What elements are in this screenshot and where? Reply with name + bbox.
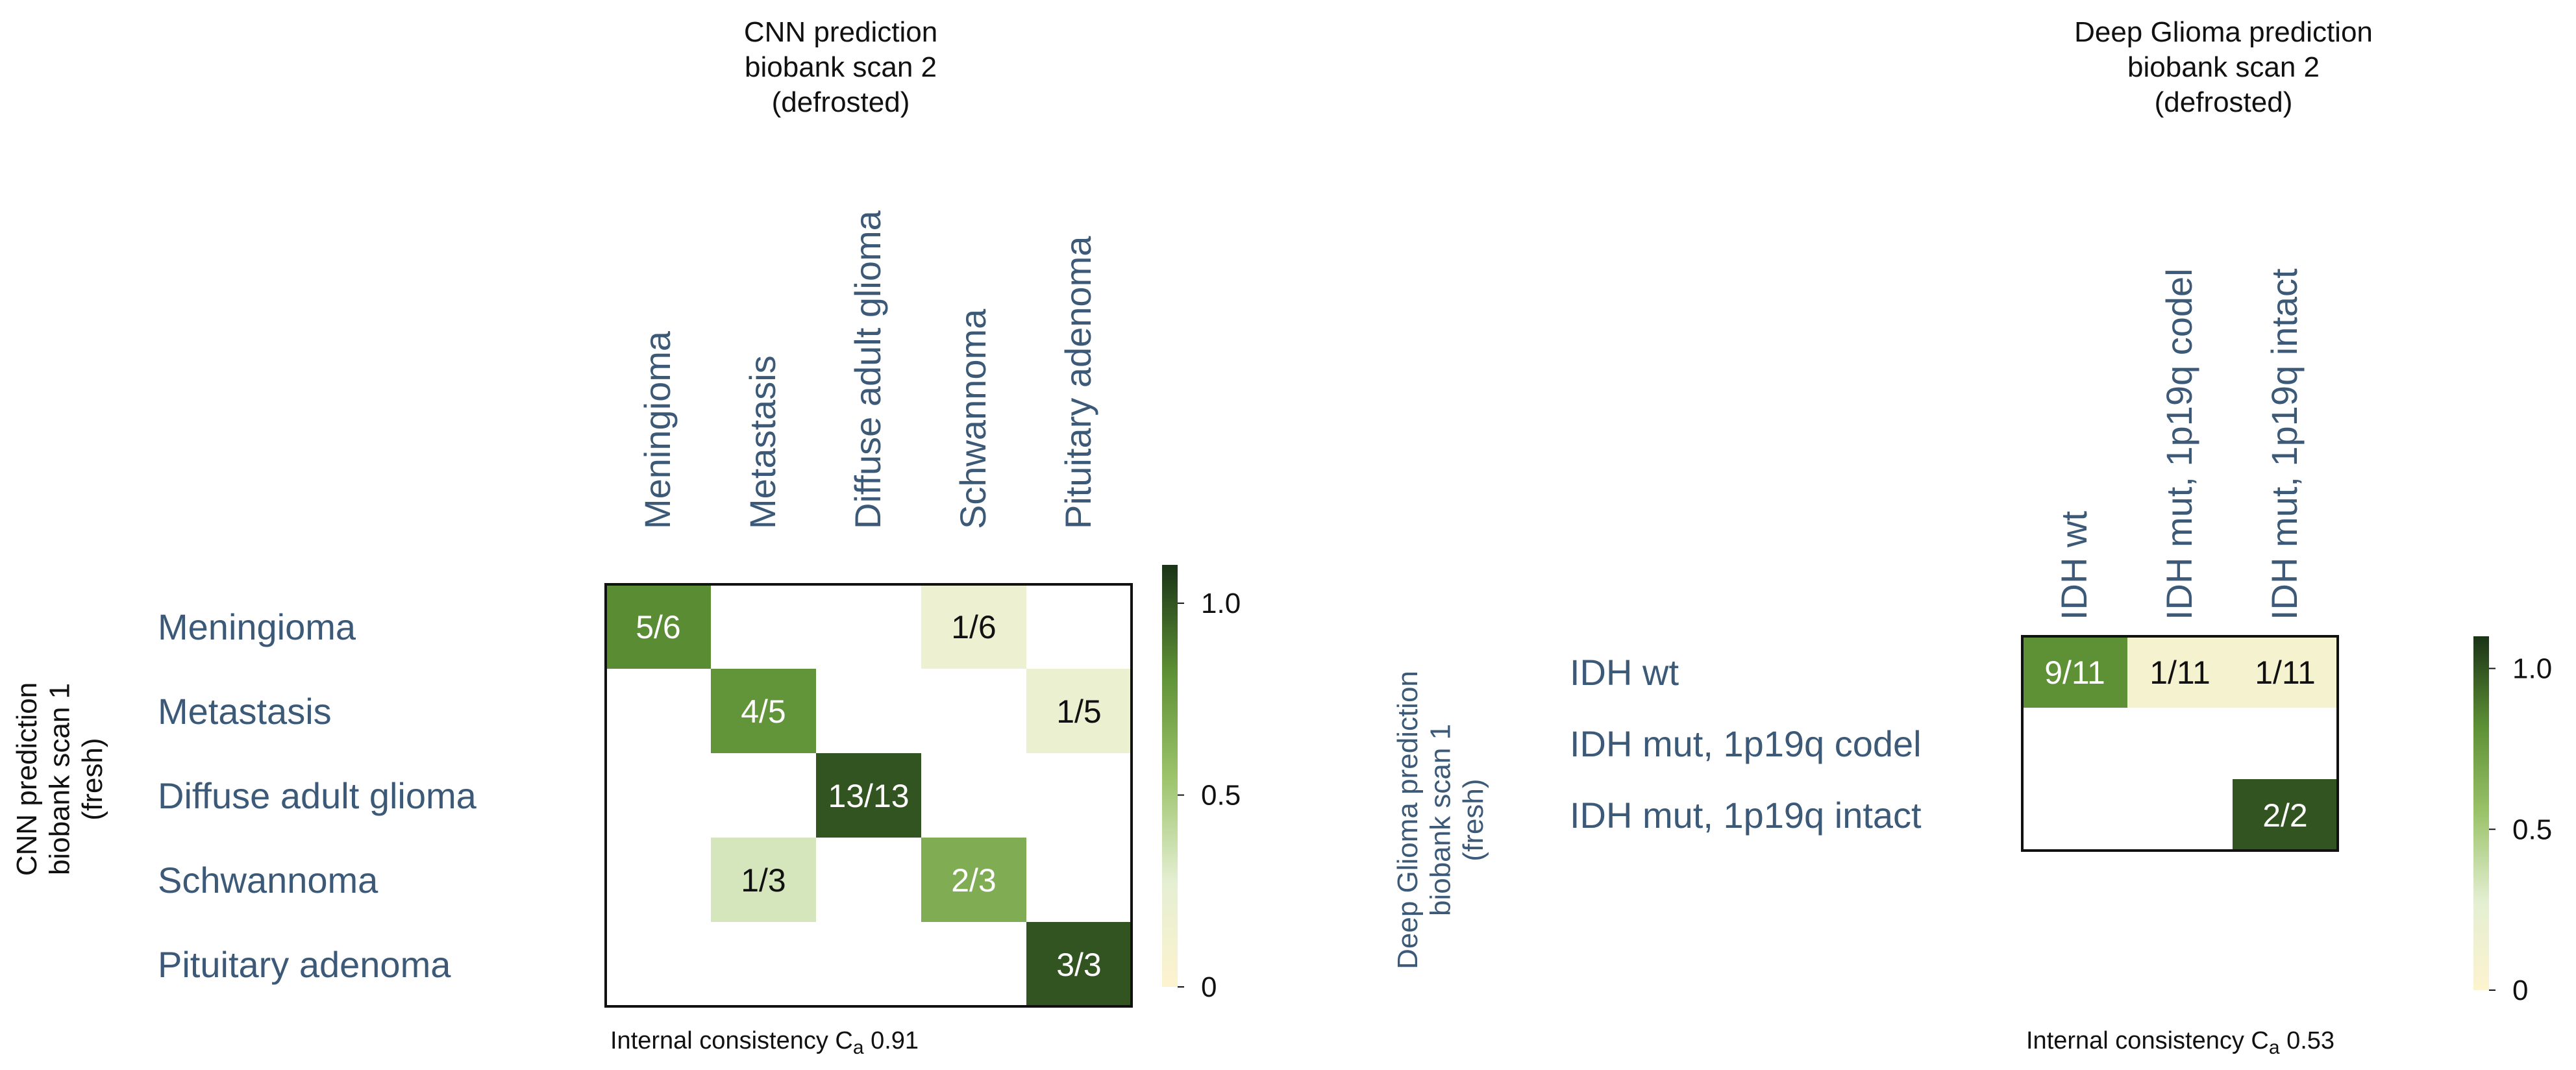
heatmap-cell xyxy=(1026,922,1132,1006)
heatmap-cell xyxy=(711,838,816,922)
heatmap-frame xyxy=(2021,635,2339,852)
colorbar-tick-label: 1.0 xyxy=(2512,653,2552,685)
heatmap-cell xyxy=(1026,669,1132,753)
chart-title-line: CNN prediction xyxy=(744,16,937,48)
colorbar-tick-label: 0 xyxy=(1201,971,1217,1003)
chart-title-line: biobank scan 2 xyxy=(745,51,937,83)
x-tick-label: IDH mut, 1p19q codel xyxy=(2159,268,2199,620)
x-tick-label: Schwannoma xyxy=(952,308,993,529)
y-axis-title: Deep Glioma predictionbiobank scan 1(fre… xyxy=(1392,671,1489,969)
cell-value-label: 13/13 xyxy=(828,778,909,814)
cell-value-label: 1/11 xyxy=(2255,654,2316,691)
cell-value-label: 1/5 xyxy=(1056,693,1102,730)
cell-value-label: 5/6 xyxy=(636,609,681,645)
heatmap-cell xyxy=(2022,636,2127,708)
x-tick-label: Diffuse adult glioma xyxy=(847,210,888,529)
chart-title-line: Deep Glioma prediction xyxy=(2074,16,2373,48)
y-tick-label: IDH mut, 1p19q codel xyxy=(1570,723,1922,764)
colorbar-tick-label: 0 xyxy=(2512,975,2528,1006)
cell-value-label: 1/6 xyxy=(951,609,997,645)
y-tick-label: Meningioma xyxy=(158,606,356,647)
x-tick-label: IDH mut, 1p19q intact xyxy=(2264,268,2305,620)
heatmap-cell xyxy=(816,753,921,838)
heatmap-panel-2: Deep Glioma predictionbiobank scan 2(def… xyxy=(1392,16,2552,1058)
x-tick-label: IDH wt xyxy=(2053,511,2094,620)
chart-title-line: (defrosted) xyxy=(772,86,910,118)
cell-value-label: 9/11 xyxy=(2044,654,2105,691)
y-tick-label: Metastasis xyxy=(158,691,332,732)
y-tick-label: Diffuse adult glioma xyxy=(158,775,477,816)
y-axis-title: CNN predictionbiobank scan 1(fresh) xyxy=(11,682,108,876)
y-tick-label: IDH wt xyxy=(1570,652,1679,693)
x-tick-label: Metastasis xyxy=(742,355,783,529)
y-axis-title-line: Deep Glioma prediction xyxy=(1392,671,1424,969)
cell-value-label: 2/3 xyxy=(951,862,997,899)
consistency-annotation: Internal consistency Ca 0.53 xyxy=(2026,1027,2334,1058)
colorbar-tick-label: 0.5 xyxy=(2512,814,2552,845)
y-axis-title-line: biobank scan 1 xyxy=(44,683,76,875)
heatmap-cell xyxy=(2233,636,2338,708)
y-axis-title-line: (fresh) xyxy=(1457,778,1489,861)
y-axis-title-line: (fresh) xyxy=(77,738,108,820)
heatmap-panel-1: CNN predictionbiobank scan 2(defrosted)C… xyxy=(11,16,1241,1058)
chart-title-line: (defrosted) xyxy=(2155,86,2293,118)
x-tick-label: Meningioma xyxy=(637,330,678,529)
heatmap-frame xyxy=(604,583,1133,1008)
chart-title-line: biobank scan 2 xyxy=(2127,51,2320,83)
colorbar-tick-label: 0.5 xyxy=(1201,780,1241,812)
cell-value-label: 1/3 xyxy=(741,862,786,899)
consistency-annotation: Internal consistency Ca 0.91 xyxy=(610,1027,919,1058)
heatmap-cell xyxy=(606,584,711,669)
y-tick-label: IDH mut, 1p19q intact xyxy=(1570,795,1922,836)
colorbar xyxy=(1162,565,1178,987)
colorbar-tick-label: 1.0 xyxy=(1201,588,1241,619)
y-tick-label: Schwannoma xyxy=(158,860,378,901)
cell-value-label: 3/3 xyxy=(1056,947,1102,983)
y-tick-label: Pituitary adenoma xyxy=(158,944,451,985)
heatmap-cell xyxy=(921,584,1026,669)
cell-value-label: 2/2 xyxy=(2262,797,2308,834)
cell-value-label: 1/11 xyxy=(2149,654,2211,691)
heatmap-cell xyxy=(2127,636,2233,708)
x-tick-label: Pituitary adenoma xyxy=(1058,236,1098,529)
y-axis-title-line: CNN prediction xyxy=(11,682,43,876)
colorbar xyxy=(2473,636,2489,990)
heatmap-cell xyxy=(2233,779,2338,851)
heatmap-cell xyxy=(921,838,1026,922)
y-axis-title-line: biobank scan 1 xyxy=(1425,724,1457,916)
cell-value-label: 4/5 xyxy=(741,693,786,730)
heatmap-cell xyxy=(711,669,816,753)
